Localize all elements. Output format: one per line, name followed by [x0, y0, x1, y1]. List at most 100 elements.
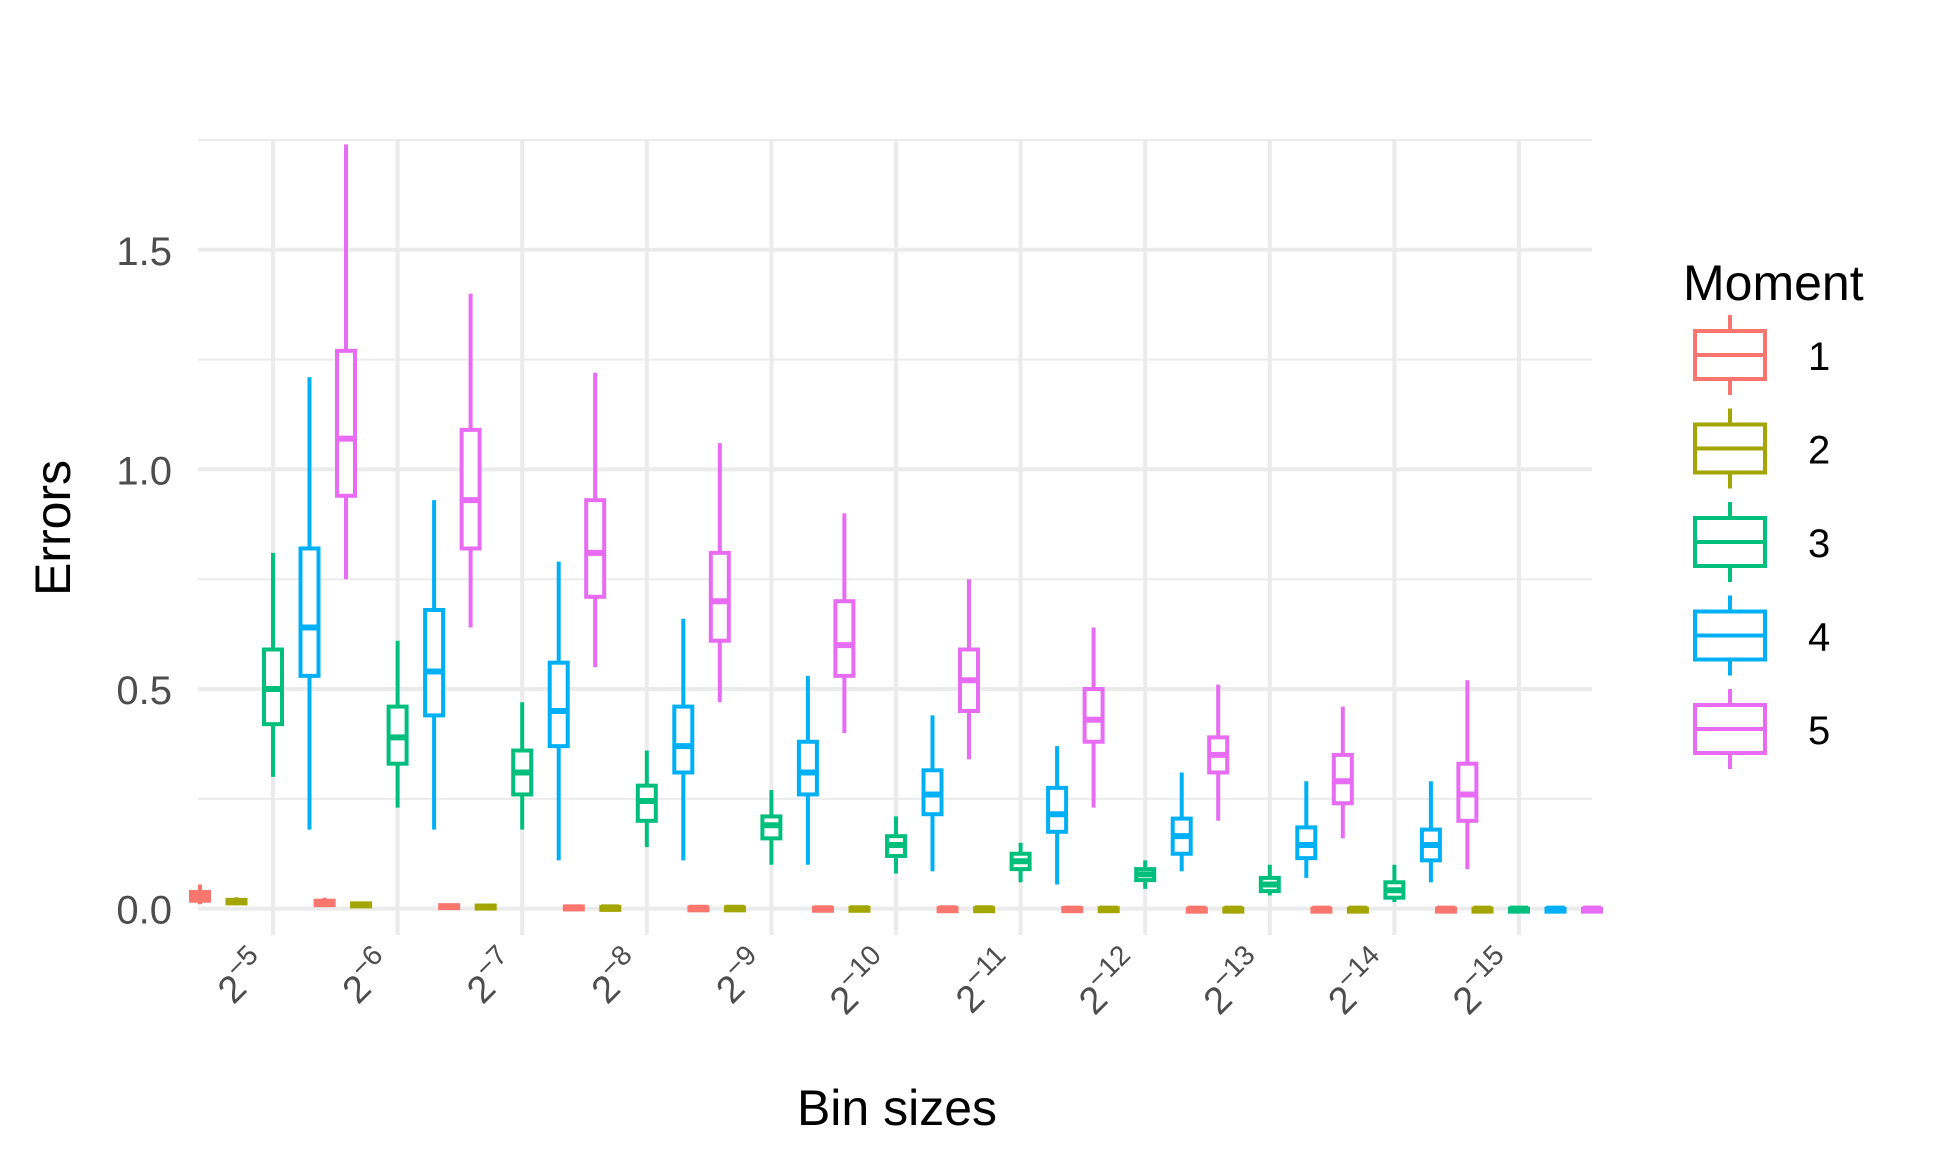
box-moment-1	[1310, 905, 1333, 914]
x-tick-label: 2−10	[816, 939, 900, 1023]
major-gridlines	[198, 140, 1592, 935]
box-moment-4	[921, 715, 944, 872]
legend-item-4: 4	[1693, 595, 1830, 676]
box-moment-5	[1456, 680, 1479, 870]
box-moment-2	[474, 903, 497, 911]
legend-label: 1	[1808, 335, 1830, 379]
x-tick-label: 2−6	[329, 939, 402, 1012]
box-moment-5	[1082, 627, 1105, 808]
y-tick-label: 1.0	[116, 449, 172, 493]
box-iqr	[1046, 785, 1069, 834]
x-tick-label: 2−9	[703, 939, 776, 1012]
box-moment-4	[1170, 772, 1193, 872]
box-moment-2	[1346, 905, 1369, 914]
box-iqr	[584, 498, 607, 599]
x-tick-text: 2−12	[1066, 939, 1150, 1023]
box-moment-2	[350, 901, 373, 909]
box-iqr	[833, 599, 856, 678]
legend-title: Moment	[1683, 255, 1864, 311]
legend-label: 4	[1808, 616, 1830, 660]
y-axis-title: Errors	[25, 460, 81, 596]
box-moment-3	[885, 816, 907, 874]
box-moment-2	[973, 905, 996, 914]
box-moment-3	[1258, 864, 1281, 896]
series-3	[262, 552, 1530, 914]
box-moment-1	[812, 905, 834, 913]
series-1	[189, 884, 1457, 914]
box-moment-1	[562, 904, 585, 912]
x-tick-text: 2−9	[703, 939, 776, 1012]
x-tick-text: 2−5	[204, 939, 277, 1012]
legend-item-2: 2	[1693, 408, 1830, 489]
x-tick-text: 2−13	[1190, 939, 1274, 1023]
box-iqr	[298, 546, 321, 678]
x-tick-text: 2−10	[816, 939, 900, 1023]
series-5	[335, 144, 1603, 914]
box-moment-5	[459, 293, 482, 628]
legend-label: 3	[1808, 522, 1830, 566]
legend-items: 1 2 3 4 5	[1693, 315, 1830, 769]
x-tick-text: 2−7	[454, 939, 527, 1012]
legend-item-1: 1	[1693, 315, 1830, 395]
box-iqr	[1082, 687, 1105, 744]
y-tick-label: 0.0	[116, 889, 172, 933]
legend: Moment 1 2 3 4 5	[1683, 255, 1864, 769]
x-tick-label: 2−8	[578, 939, 651, 1012]
box-series	[189, 144, 1603, 914]
box-moment-3	[511, 702, 534, 830]
box-iqr	[423, 607, 446, 718]
box-moment-4	[796, 675, 819, 865]
x-tick-label: 2−7	[454, 939, 527, 1012]
box-moment-5	[708, 443, 731, 703]
box-moment-2	[1471, 905, 1494, 914]
box-moment-1	[313, 897, 336, 908]
box-iqr	[335, 348, 357, 498]
box-moment-1	[1185, 905, 1208, 914]
x-tick-label: 2−14	[1315, 939, 1399, 1023]
box-iqr	[708, 550, 731, 643]
box-moment-3	[760, 790, 783, 865]
box-moment-3	[1009, 842, 1032, 883]
x-tick-text: 2−6	[329, 939, 402, 1012]
box-moment-5	[1331, 706, 1354, 839]
y-tick-label: 0.5	[116, 669, 172, 713]
box-moment-4	[1046, 746, 1069, 885]
y-tick-label: 1.5	[116, 230, 172, 274]
box-moment-5	[1207, 684, 1230, 821]
box-moment-3	[1508, 905, 1530, 914]
box-moment-5	[335, 144, 357, 580]
box-moment-5	[1581, 905, 1603, 914]
x-tick-label: 2−13	[1190, 939, 1274, 1023]
series-2	[225, 897, 1494, 914]
box-moment-2	[599, 904, 622, 912]
box-iqr	[547, 660, 570, 749]
box-moment-4	[298, 377, 321, 830]
box-iqr	[459, 427, 482, 551]
box-moment-3	[1134, 860, 1157, 889]
legend-label: 2	[1808, 429, 1830, 473]
x-tick-label: 2−12	[1066, 939, 1150, 1023]
box-moment-4	[547, 561, 570, 861]
x-tick-text: 2−15	[1439, 939, 1523, 1023]
series-4	[298, 377, 1567, 914]
x-tick-text: 2−8	[578, 939, 651, 1012]
box-moment-3	[635, 750, 658, 848]
box-iqr	[672, 704, 695, 775]
x-axis-title: Bin sizes	[797, 1080, 997, 1136]
box-moment-1	[189, 884, 211, 905]
box-moment-2	[848, 905, 871, 913]
box-moment-1	[1061, 905, 1084, 914]
box-moment-4	[1419, 781, 1442, 883]
box-moment-2	[1222, 905, 1245, 914]
x-tick-text: 2−14	[1315, 939, 1399, 1023]
box-moment-3	[386, 640, 409, 808]
box-moment-5	[958, 579, 980, 760]
box-iqr	[796, 739, 819, 797]
x-tick-text: 2−11	[943, 939, 1025, 1021]
legend-label: 5	[1808, 709, 1830, 753]
box-moment-4	[672, 618, 695, 861]
box-moment-2	[1097, 905, 1120, 914]
box-moment-1	[1435, 905, 1457, 914]
